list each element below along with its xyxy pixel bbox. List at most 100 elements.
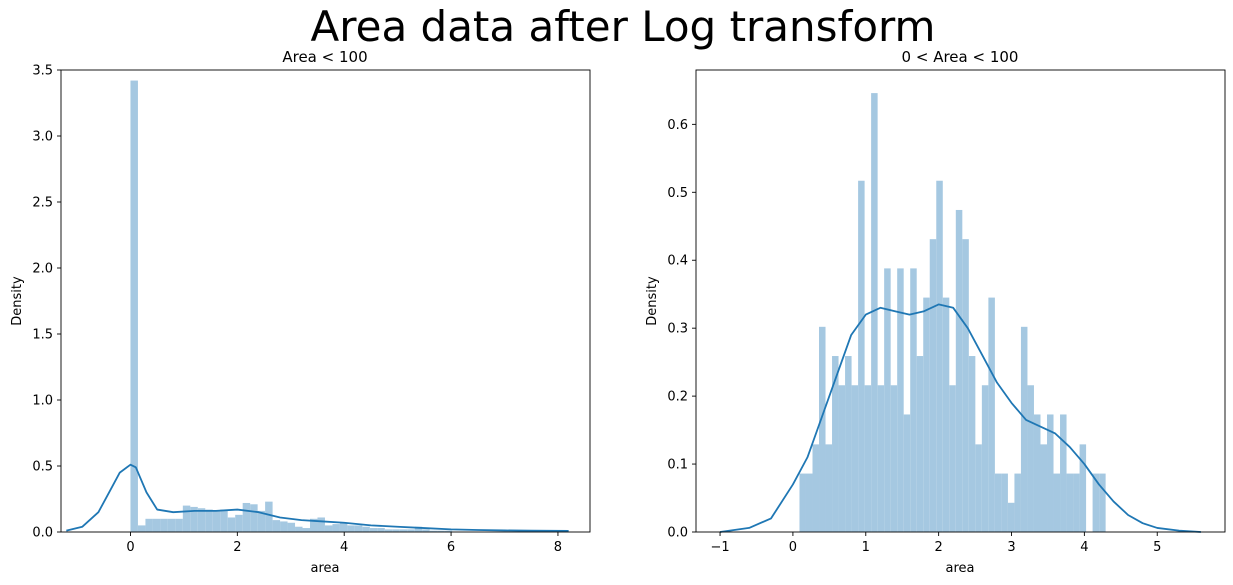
right-histogram-bar: [864, 385, 872, 532]
left-histogram-bar: [265, 501, 273, 532]
left-histogram-bar: [295, 526, 303, 532]
left-histogram-bar: [220, 509, 228, 532]
right-x-tick-label: 2: [934, 540, 942, 555]
left-histogram-bar: [422, 529, 430, 532]
right-histogram-bar: [916, 356, 924, 532]
left-histogram-bar: [354, 525, 363, 532]
right-histogram-bar: [936, 180, 943, 533]
right-histogram-bar: [1020, 326, 1028, 532]
right-histogram-bar: [1092, 473, 1100, 532]
right-y-tick-label: 0.6: [667, 118, 688, 133]
right-histogram-bar: [1099, 473, 1106, 532]
right-histogram-bar: [825, 444, 833, 532]
left-histogram-bar: [212, 510, 221, 532]
left-y-tick-label: 2.5: [32, 196, 53, 211]
right-histogram-bar: [1001, 473, 1008, 532]
right-y-axis-label: Density: [645, 276, 660, 326]
right-histogram-bar: [819, 326, 826, 532]
right-histogram-bar: [845, 356, 852, 532]
right-x-tick-label: 5: [1153, 540, 1161, 555]
left-histogram-bars: [130, 80, 453, 532]
left-histogram-bar: [182, 505, 191, 532]
right-x-tick-label: −1: [710, 540, 729, 555]
right-subplot-title: 0 < Area < 100: [902, 48, 1019, 66]
left-histogram-bar: [362, 526, 370, 532]
left-histogram-bar: [235, 514, 243, 532]
right-y-tick-label: 0.3: [667, 322, 688, 337]
left-histogram-bar: [152, 518, 161, 532]
left-histogram-bar: [197, 508, 206, 532]
left-subplot: Area < 100 0 2 4 6 8 0.0 0.5 1.0 1.5 2.0 2.5 3.0 3.…: [10, 48, 591, 576]
right-histogram-bar: [858, 180, 865, 533]
right-histogram-bar: [877, 385, 885, 532]
right-histogram-bar: [1040, 444, 1047, 532]
right-histogram-bar: [1047, 414, 1054, 532]
left-histogram-bar: [167, 518, 176, 532]
left-y-tick-label: 1.5: [32, 328, 53, 343]
right-x-tick-label: 1: [862, 540, 870, 555]
left-y-tick-label: 3.0: [32, 130, 53, 145]
figure-suptitle: Area data after Log transform: [311, 2, 936, 51]
left-y-tick-label: 0.5: [32, 460, 53, 475]
left-x-ticks: 0 2 4 6 8: [126, 532, 562, 555]
right-histogram-bar: [838, 385, 846, 532]
right-histogram-bar: [1066, 473, 1074, 532]
right-histogram-bar: [955, 209, 963, 532]
left-axes-frame: [60, 69, 591, 533]
right-axes-frame: [695, 69, 1226, 533]
left-histogram-bar: [287, 522, 296, 532]
left-histogram-bar: [369, 528, 378, 532]
left-histogram-bar: [399, 529, 408, 532]
right-histogram-bar: [832, 356, 839, 532]
right-histogram-bar: [1073, 473, 1080, 532]
left-histogram-bar: [227, 517, 236, 532]
left-y-tick-label: 0.0: [32, 526, 53, 541]
left-histogram-bar: [190, 506, 198, 532]
right-kde-curve-group: [719, 303, 1202, 533]
left-histogram-bar: [347, 525, 355, 532]
left-histogram-bar: [280, 521, 288, 532]
right-histogram-bar: [994, 473, 1002, 532]
right-histogram-bar: [1027, 385, 1034, 532]
right-histogram-bar: [903, 414, 911, 532]
right-histogram-bar: [1033, 414, 1041, 532]
right-subplot: 0 < Area < 100 −1 0 1 2 3 4 5 0.00.10.20.30.40…: [645, 48, 1226, 576]
right-y-tick-label: 0.4: [667, 254, 688, 269]
left-x-tick-label: 2: [233, 540, 241, 555]
left-histogram-bar: [317, 517, 325, 532]
left-subplot-title: Area < 100: [282, 48, 367, 66]
left-histogram-bar: [137, 525, 146, 532]
right-x-tick-label: 3: [1007, 540, 1015, 555]
left-histogram-bar: [242, 502, 251, 532]
left-y-ticks: 0.0 0.5 1.0 1.5 2.0 2.5 3.0 3.5: [32, 64, 61, 541]
left-histogram-bar: [302, 528, 310, 532]
left-histogram-bar: [324, 525, 333, 532]
left-x-tick-label: 4: [340, 540, 348, 555]
left-histogram-bar: [145, 518, 153, 532]
left-histogram-bar: [160, 518, 168, 532]
right-histogram-bar: [871, 93, 878, 532]
right-x-axis-label: area: [946, 561, 975, 576]
right-histogram-bar: [988, 297, 995, 532]
left-histogram-bar: [310, 518, 318, 532]
left-x-tick-label: 0: [126, 540, 134, 555]
right-kde-line: [719, 303, 1202, 533]
left-histogram-bar: [257, 510, 266, 532]
right-histogram-bar: [851, 385, 859, 532]
right-x-ticks: −1 0 1 2 3 4 5: [710, 532, 1161, 555]
right-histogram-bar: [1079, 444, 1087, 532]
right-y-tick-label: 0.1: [667, 458, 688, 473]
left-y-tick-label: 3.5: [32, 64, 53, 79]
right-histogram-bar: [799, 473, 806, 532]
right-histogram-bar: [1060, 414, 1067, 532]
right-histogram-bar: [1053, 473, 1061, 532]
left-histogram-bar: [384, 529, 393, 532]
left-histogram-bar: [175, 518, 183, 532]
right-histogram-bar: [890, 385, 898, 532]
right-histogram-bar: [910, 268, 917, 532]
right-histogram-bar: [949, 385, 956, 532]
left-histogram-bar: [250, 504, 258, 532]
left-histogram-bar: [429, 530, 438, 532]
right-histogram-bar: [1007, 502, 1015, 532]
right-histogram-bar: [962, 239, 969, 533]
